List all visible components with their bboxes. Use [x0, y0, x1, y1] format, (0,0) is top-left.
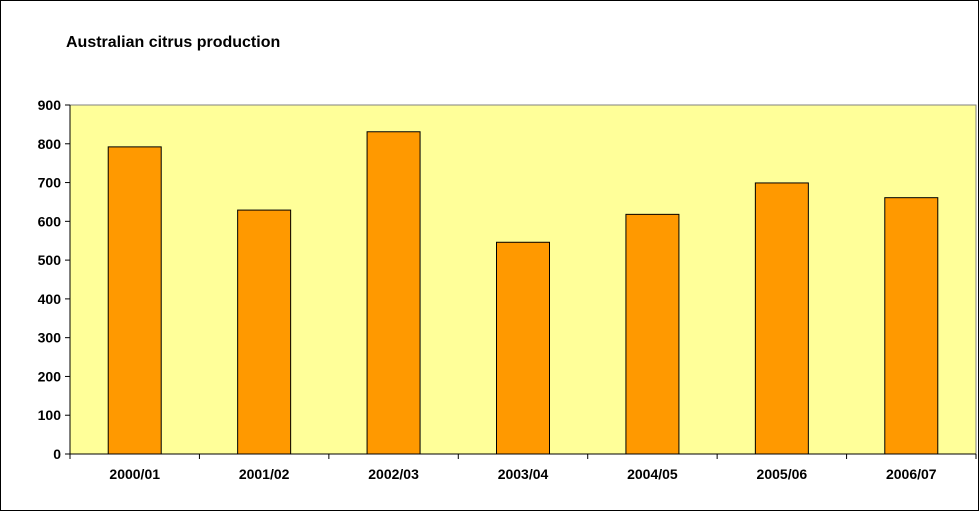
- y-tick-label: 800: [38, 136, 62, 152]
- y-tick-label: 200: [38, 368, 62, 384]
- y-tick-label: 0: [53, 446, 61, 462]
- y-axis: 0 100 200 300 400 500 600 700 800 900: [38, 97, 71, 462]
- x-axis: 2000/01 2001/02 2002/03 2003/04 2004/05 2005/…: [69, 453, 977, 482]
- bars: [107, 131, 939, 455]
- y-tick-label: 600: [38, 213, 62, 229]
- x-tick-label: 2003/04: [498, 466, 549, 482]
- y-tick-label: 900: [38, 97, 62, 113]
- bar-2005-06: [754, 182, 809, 455]
- bar-2006-07: [884, 197, 939, 455]
- x-tick-label: 2005/06: [757, 466, 808, 482]
- x-tick-label: 2001/02: [239, 466, 290, 482]
- bar-2001-02: [237, 209, 292, 455]
- y-tick-label: 400: [38, 291, 62, 307]
- y-tick-label: 500: [38, 252, 62, 268]
- y-tick-label: 700: [38, 175, 62, 191]
- bar-2002-03: [366, 131, 421, 455]
- bar-2000-01: [107, 146, 162, 455]
- bar-2004-05: [625, 213, 680, 455]
- x-tick-label: 2000/01: [109, 466, 160, 482]
- y-tick-label: 100: [38, 407, 62, 423]
- bar-2003-04: [496, 241, 550, 455]
- x-tick-label: 2002/03: [368, 466, 419, 482]
- x-tick-label: 2006/07: [886, 466, 937, 482]
- y-tick-label: 300: [38, 330, 62, 346]
- chart-title: Australian citrus production: [66, 34, 281, 51]
- x-tick-label: 2004/05: [627, 466, 678, 482]
